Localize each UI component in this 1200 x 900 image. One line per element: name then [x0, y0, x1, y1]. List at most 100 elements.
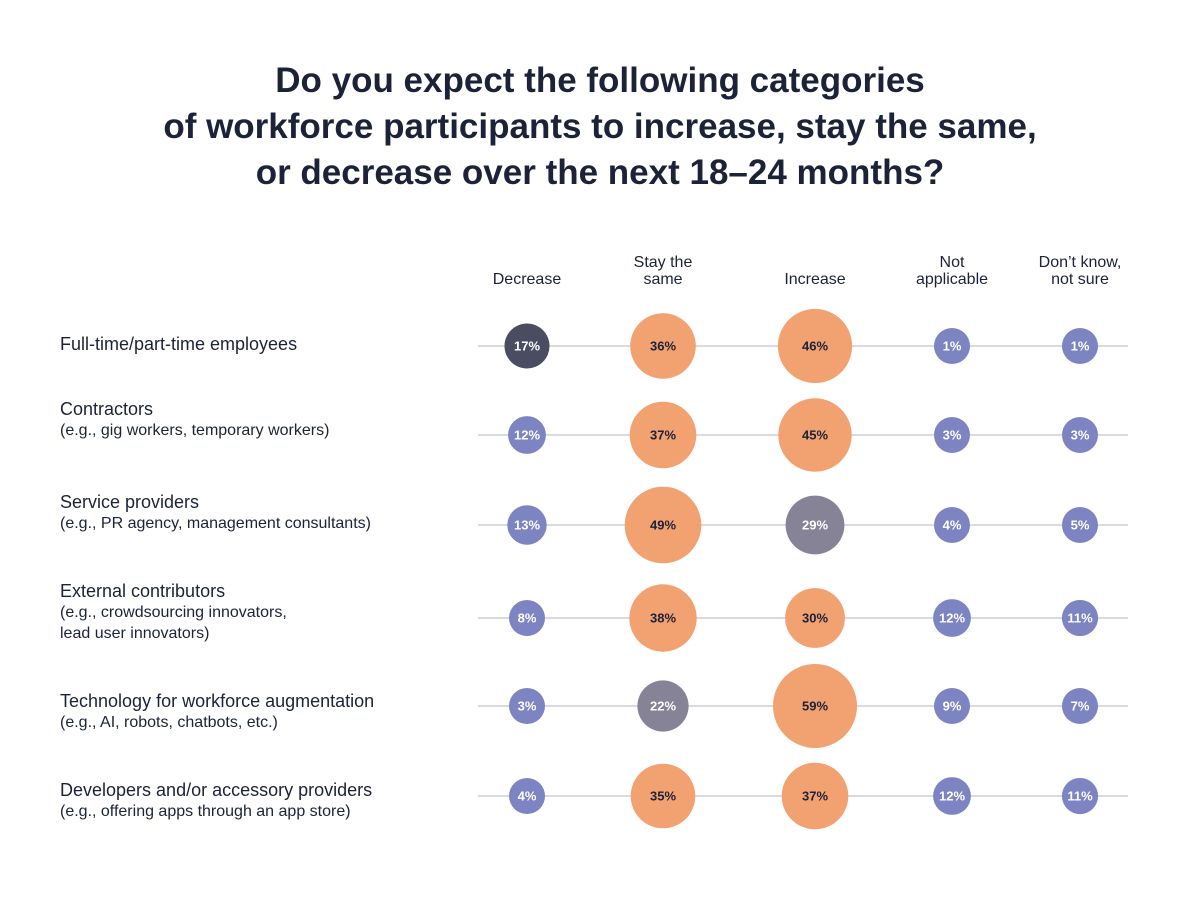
bubble-value-label: 11%	[1067, 789, 1093, 804]
bubble-value-label: 8%	[518, 611, 537, 626]
bubble-value-label: 29%	[802, 518, 828, 533]
bubble-contractors-increase: 45%	[778, 398, 852, 472]
bubble-circle	[934, 688, 970, 724]
bubble-contractors-decrease: 12%	[508, 416, 546, 454]
bubble-developers-and-or-accessory-providers-increase: 37%	[781, 762, 849, 830]
bubble-service-providers-don-t-know-not-sure: 5%	[1062, 507, 1098, 543]
chart-title-line: Do you expect the following categories	[275, 61, 925, 100]
bubble-developers-and-or-accessory-providers-decrease: 4%	[509, 778, 545, 814]
row-label-title: Technology for workforce augmentation	[60, 691, 375, 711]
bubble-circle	[934, 507, 970, 543]
bubble-circle	[509, 778, 545, 814]
bubble-developers-and-or-accessory-providers-not-applicable: 12%	[933, 777, 971, 815]
bubble-circle	[1062, 417, 1098, 453]
bubble-value-label: 35%	[650, 789, 676, 804]
column-header-don-t-know-not-sure: Don’t know, not sure	[1010, 248, 1150, 288]
row-label-subtitle: (e.g., PR agency, management consultants…	[60, 515, 371, 532]
chart-title: Do you expect the following categories o…	[0, 58, 1200, 196]
column-header-not-applicable: Not applicable	[882, 248, 1022, 288]
row-label-title: Developers and/or accessory providers	[60, 780, 373, 800]
bubble-value-label: 36%	[650, 339, 676, 354]
bubble-circle	[630, 313, 696, 379]
bubble-developers-and-or-accessory-providers-don-t-know-not-sure: 11%	[1061, 777, 1099, 815]
bubble-external-contributors-stay-the-same: 38%	[629, 584, 697, 652]
bubble-circle	[777, 308, 853, 384]
row-label-title: External contributors	[60, 581, 226, 601]
row-label-title: Service providers	[60, 492, 200, 512]
bubble-service-providers-stay-the-same: 49%	[624, 486, 702, 564]
bubble-circle	[508, 416, 546, 454]
bubble-external-contributors-don-t-know-not-sure: 11%	[1061, 599, 1099, 637]
bubble-value-label: 5%	[1071, 518, 1090, 533]
bubble-external-contributors-increase: 30%	[785, 588, 845, 648]
row-label-service-providers: Service providers (e.g., PR agency, manag…	[60, 491, 460, 534]
bubble-circle	[504, 323, 550, 369]
row-label-contractors: Contractors (e.g., gig workers, temporary…	[60, 398, 460, 441]
bubble-circle	[785, 588, 845, 648]
row-label-full-time-part-time-employees: Full-time/part-time employees	[60, 333, 460, 355]
row-label-subtitle: (e.g., gig workers, temporary workers)	[60, 422, 330, 439]
bubble-external-contributors-decrease: 8%	[509, 600, 545, 636]
bubble-full-time-part-time-employees-stay-the-same: 36%	[630, 313, 696, 379]
row-label-developers-and-or-accessory-providers: Developers and/or accessory providers (e.…	[60, 779, 460, 822]
bubble-value-label: 11%	[1067, 611, 1093, 626]
column-header-line: applicable	[915, 271, 989, 288]
bubble-circle	[785, 495, 845, 555]
bubble-contractors-don-t-know-not-sure: 3%	[1062, 417, 1098, 453]
column-header-decrease: Decrease	[457, 248, 597, 288]
bubble-value-label: 3%	[518, 699, 537, 714]
row-label-title: Full-time/part-time employees	[60, 334, 298, 354]
row-label-subtitle: (e.g., AI, robots, chatbots, etc.)	[60, 714, 278, 731]
column-header-line: Decrease	[492, 271, 562, 288]
bubble-service-providers-not-applicable: 4%	[934, 507, 970, 543]
bubble-circle	[1062, 507, 1098, 543]
bubble-circle	[934, 417, 970, 453]
bubble-value-label: 12%	[514, 428, 540, 443]
chart-title-line: of workforce participants to increase, s…	[163, 107, 1037, 146]
bubble-full-time-part-time-employees-not-applicable: 1%	[934, 328, 970, 364]
bubble-circle	[933, 777, 971, 815]
column-header-line: Increase	[784, 271, 846, 288]
bubble-circle	[509, 688, 545, 724]
bubble-value-label: 3%	[1071, 428, 1090, 443]
bubble-service-providers-decrease: 13%	[507, 505, 547, 545]
bubble-value-label: 49%	[650, 518, 676, 533]
bubble-technology-for-workforce-augmentation-increase: 59%	[773, 664, 857, 748]
bubble-value-label: 1%	[1071, 339, 1090, 354]
bubble-circle	[629, 401, 697, 469]
bubble-value-label: 7%	[1071, 699, 1090, 714]
chart-title-line: or decrease over the next 18–24 months?	[255, 153, 945, 192]
column-header-line: Stay the	[633, 254, 693, 271]
row-label-subtitle: (e.g., crowdsourcing innovators,	[60, 604, 287, 621]
bubble-value-label: 1%	[943, 339, 962, 354]
bubble-value-label: 4%	[518, 789, 537, 804]
bubble-external-contributors-not-applicable: 12%	[933, 599, 971, 637]
bubble-circle	[1062, 328, 1098, 364]
bubble-circle	[509, 600, 545, 636]
bubble-circle	[507, 505, 547, 545]
bubble-circle	[1061, 777, 1099, 815]
bubble-value-label: 13%	[514, 518, 540, 533]
bubble-circle	[624, 486, 702, 564]
bubble-technology-for-workforce-augmentation-stay-the-same: 22%	[637, 680, 689, 732]
bubble-value-label: 37%	[802, 789, 828, 804]
bubble-value-label: 38%	[650, 611, 676, 626]
bubble-value-label: 46%	[802, 339, 828, 354]
bubble-value-label: 22%	[650, 699, 676, 714]
bubble-circle	[629, 584, 697, 652]
column-header-line: not sure	[1051, 271, 1109, 288]
bubble-circle	[778, 398, 852, 472]
bubble-value-label: 45%	[802, 428, 828, 443]
bubble-value-label: 37%	[650, 428, 676, 443]
bubble-value-label: 17%	[514, 339, 540, 354]
bubble-circle	[1062, 688, 1098, 724]
column-header-line: Don’t know,	[1038, 254, 1122, 271]
bubble-circle	[630, 763, 696, 829]
bubble-full-time-part-time-employees-increase: 46%	[777, 308, 853, 384]
bubble-value-label: 30%	[802, 611, 828, 626]
bubble-technology-for-workforce-augmentation-not-applicable: 9%	[934, 688, 970, 724]
row-label-technology-for-workforce-augmentation: Technology for workforce augmentation (e.…	[60, 690, 460, 733]
column-header-line: Not	[939, 254, 965, 271]
bubble-contractors-stay-the-same: 37%	[629, 401, 697, 469]
